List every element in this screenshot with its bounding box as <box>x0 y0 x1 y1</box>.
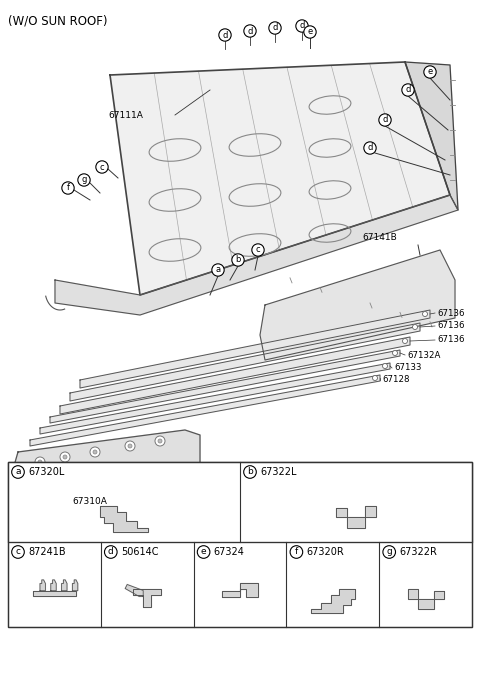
Polygon shape <box>336 506 376 527</box>
Polygon shape <box>408 588 444 609</box>
Text: 67320R: 67320R <box>306 547 344 557</box>
Text: 67136: 67136 <box>437 309 465 318</box>
Polygon shape <box>222 582 258 596</box>
Polygon shape <box>110 62 450 295</box>
Text: b: b <box>235 255 240 265</box>
Text: d: d <box>247 26 252 35</box>
Text: 67128: 67128 <box>382 376 409 385</box>
Text: 67133: 67133 <box>394 364 421 372</box>
Text: 67141B: 67141B <box>362 233 397 242</box>
Text: 67132A: 67132A <box>407 351 440 359</box>
Text: d: d <box>108 548 114 556</box>
Circle shape <box>393 351 397 355</box>
Polygon shape <box>133 588 161 607</box>
Text: f: f <box>295 548 298 556</box>
Circle shape <box>372 376 377 380</box>
Text: d: d <box>367 144 372 152</box>
Polygon shape <box>70 323 420 401</box>
Circle shape <box>412 324 418 330</box>
Text: 87241B: 87241B <box>28 547 66 557</box>
Text: d: d <box>300 22 305 30</box>
Polygon shape <box>50 350 400 423</box>
Bar <box>8 462 472 627</box>
Polygon shape <box>51 580 56 591</box>
Text: 50614C: 50614C <box>121 547 158 557</box>
Polygon shape <box>80 310 430 388</box>
Circle shape <box>60 452 70 462</box>
Circle shape <box>422 311 428 317</box>
Circle shape <box>158 439 162 443</box>
Polygon shape <box>60 337 410 414</box>
Circle shape <box>63 455 67 459</box>
Text: 67111A: 67111A <box>108 110 143 120</box>
Text: 67324: 67324 <box>214 547 244 557</box>
Circle shape <box>128 444 132 448</box>
Circle shape <box>93 450 97 454</box>
Text: 67310A: 67310A <box>72 497 108 506</box>
Text: c: c <box>15 548 21 556</box>
Circle shape <box>35 457 45 467</box>
Text: e: e <box>307 28 312 37</box>
Text: 67320L: 67320L <box>28 467 64 477</box>
Circle shape <box>383 364 387 368</box>
Circle shape <box>90 447 100 457</box>
Text: 67322R: 67322R <box>399 547 437 557</box>
Text: g: g <box>81 175 87 185</box>
Polygon shape <box>260 250 455 360</box>
Polygon shape <box>100 506 148 532</box>
Text: d: d <box>272 24 278 32</box>
Polygon shape <box>40 580 46 591</box>
Polygon shape <box>311 588 355 613</box>
Polygon shape <box>30 375 380 446</box>
Polygon shape <box>72 580 78 591</box>
Polygon shape <box>55 195 458 315</box>
Bar <box>8 462 472 627</box>
Text: b: b <box>247 468 253 477</box>
Text: g: g <box>386 548 392 556</box>
Circle shape <box>155 436 165 446</box>
Circle shape <box>38 460 42 464</box>
Text: e: e <box>201 548 206 556</box>
Text: 67136: 67136 <box>437 322 465 330</box>
Polygon shape <box>405 62 458 210</box>
Text: e: e <box>427 68 432 77</box>
Text: c: c <box>100 162 104 171</box>
Polygon shape <box>33 591 76 596</box>
Text: 67136: 67136 <box>437 336 465 345</box>
Text: a: a <box>216 265 221 274</box>
Text: a: a <box>15 468 21 477</box>
Polygon shape <box>125 584 143 596</box>
Polygon shape <box>40 363 390 434</box>
Circle shape <box>125 441 135 451</box>
Circle shape <box>403 338 408 343</box>
Text: f: f <box>67 183 70 192</box>
Bar <box>8 462 472 542</box>
Polygon shape <box>61 580 67 591</box>
Text: c: c <box>256 246 260 255</box>
Text: d: d <box>222 30 228 39</box>
Text: d: d <box>405 85 411 95</box>
Text: 67322L: 67322L <box>260 467 297 477</box>
Polygon shape <box>10 430 200 490</box>
Text: d: d <box>382 116 388 125</box>
Text: (W/O SUN ROOF): (W/O SUN ROOF) <box>8 14 108 27</box>
